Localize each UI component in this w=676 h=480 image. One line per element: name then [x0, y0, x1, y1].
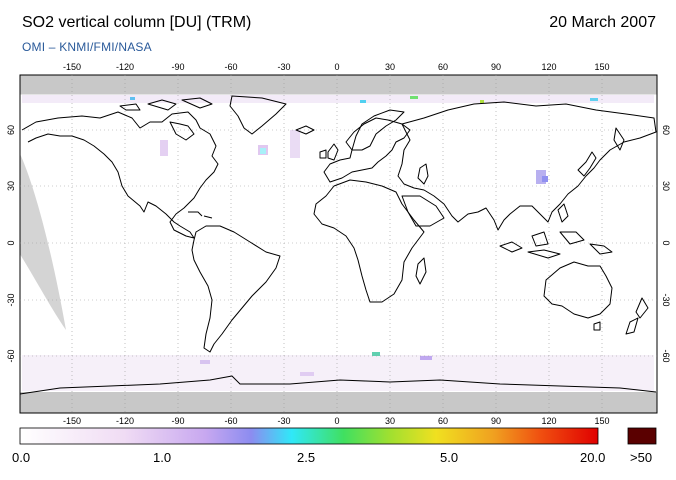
no-data-south: [20, 392, 657, 413]
lat-left-label: 30: [6, 181, 16, 191]
colorbar-label-2: 2.5: [297, 450, 316, 465]
lat-labels-left: 60 30 0 -30 -60: [6, 125, 16, 363]
lon-bottom-label: 150: [594, 416, 609, 426]
antarctica-outline: [19, 375, 657, 395]
arctic-islands: [119, 97, 213, 111]
lat-right-label: -60: [661, 349, 671, 362]
data-credit: OMI – KNMI/FMI/NASA: [22, 40, 152, 54]
lon-bottom-label: -120: [116, 416, 134, 426]
lon-bottom-label: -30: [277, 416, 290, 426]
lon-top-label: 150: [594, 62, 609, 72]
lon-top-label: 0: [334, 62, 339, 72]
colorbar-label-1: 1.0: [153, 450, 172, 465]
colorbar-overflow: [627, 427, 657, 445]
lon-bottom-label: -150: [63, 416, 81, 426]
lon-top-label: 60: [438, 62, 448, 72]
iceland-outline: [295, 125, 315, 135]
map-date: 20 March 2007: [549, 14, 656, 31]
lon-bottom-label: 90: [491, 416, 501, 426]
colorbar: [19, 427, 599, 445]
lon-top-label: -30: [277, 62, 290, 72]
coastlines: [19, 95, 657, 395]
lat-labels-right: 60 30 0 -30 -60: [661, 125, 671, 363]
lat-left-label: 60: [6, 125, 16, 135]
lon-bottom-label: -90: [171, 416, 184, 426]
lon-bottom-label: 60: [438, 416, 448, 426]
lat-right-label: 30: [661, 181, 671, 191]
colorbar-label-5: >50: [630, 450, 653, 465]
philippines-outline: [557, 203, 569, 223]
south-america-outline: [191, 225, 281, 353]
colorbar-label-0: 0.0: [12, 450, 31, 465]
lon-bottom-label: 120: [541, 416, 556, 426]
so2-noise: [22, 95, 654, 391]
graticule: [20, 75, 657, 413]
lat-right-label: -30: [661, 293, 671, 306]
caribbean-islands: [188, 211, 213, 219]
lon-bottom-label: -60: [224, 416, 237, 426]
lat-right-label: 0: [661, 240, 671, 245]
lat-left-label: -30: [6, 293, 16, 306]
lat-left-label: -60: [6, 349, 16, 362]
kamchatka-outline: [613, 127, 625, 151]
lon-top-label: -90: [171, 62, 184, 72]
indonesia-islands: [499, 231, 613, 259]
lon-top-label: -60: [224, 62, 237, 72]
asia-outline: [397, 101, 657, 231]
scandinavia-outline: [351, 109, 405, 151]
africa-outline: [313, 179, 425, 303]
british-isles: [319, 143, 339, 161]
lon-top-label: -120: [116, 62, 134, 72]
madagascar-outline: [415, 257, 427, 285]
lon-top-label: 90: [491, 62, 501, 72]
no-data-wedge: [20, 155, 66, 330]
north-america-outline: [21, 111, 219, 239]
lon-labels-bottom: -150 -120 -90 -60 -30 0 30 60 90 120 150: [63, 416, 610, 426]
lon-bottom-label: 30: [385, 416, 395, 426]
arabia-outline: [401, 195, 445, 227]
caspian-sea: [417, 163, 429, 185]
lon-top-label: 120: [541, 62, 556, 72]
no-data-north: [20, 75, 657, 95]
colorbar-label-4: 20.0: [580, 450, 606, 465]
map-title: SO2 vertical column [DU] (TRM): [22, 14, 252, 31]
hudson-bay: [169, 121, 195, 141]
lon-top-label: -150: [63, 62, 81, 72]
tasmania-outline: [593, 321, 601, 331]
japan-outline: [577, 151, 597, 177]
colorbar-label-3: 5.0: [440, 450, 459, 465]
new-zealand-outline: [625, 297, 649, 335]
lon-top-label: 30: [385, 62, 395, 72]
greenland-outline: [229, 95, 287, 135]
lat-left-label: 0: [6, 240, 16, 245]
lon-bottom-label: 0: [334, 416, 339, 426]
lon-labels-top: -150 -120 -90 -60 -30 0 30 60 90 120 150: [63, 62, 610, 72]
australia-outline: [543, 261, 613, 319]
lat-right-label: 60: [661, 125, 671, 135]
